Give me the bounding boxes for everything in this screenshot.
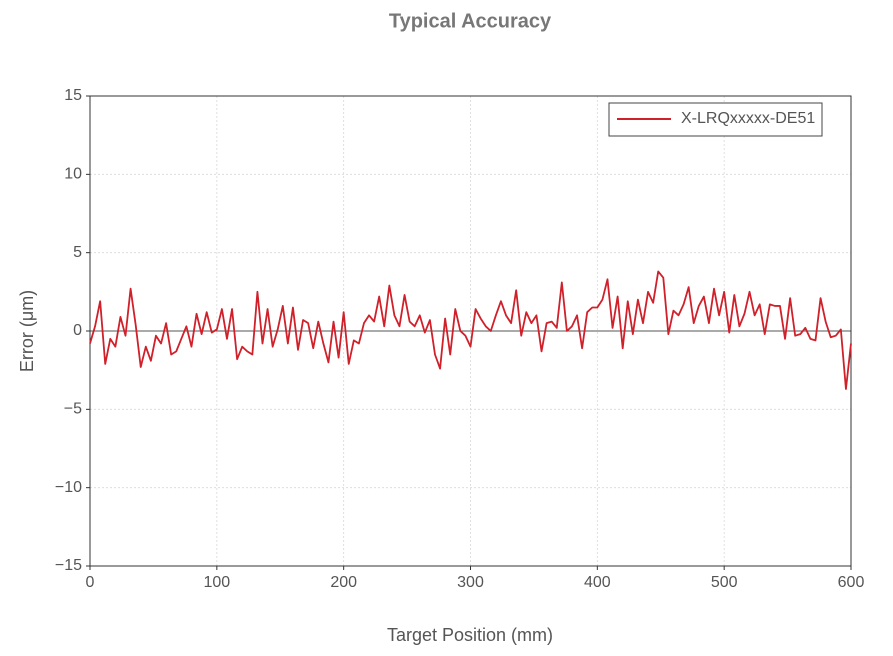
y-axis-label: Error (μm) (17, 290, 37, 372)
x-tick-label: 600 (838, 574, 865, 591)
y-tick-label: 10 (64, 166, 82, 183)
x-tick-label: 400 (584, 574, 611, 591)
y-tick-label: 0 (73, 322, 82, 339)
y-tick-label: −10 (55, 479, 82, 496)
legend-label: X-LRQxxxxx-DE51 (681, 110, 815, 127)
y-tick-label: −15 (55, 557, 82, 574)
data-line (89, 270, 852, 390)
x-tick-label: 300 (457, 574, 484, 591)
y-tick-label: 15 (64, 87, 82, 104)
plot-frame (89, 95, 852, 567)
x-tick-label: 500 (711, 574, 738, 591)
x-tick-label: 100 (203, 574, 230, 591)
y-tick-label: 5 (73, 244, 82, 261)
x-tick-label: 0 (86, 574, 95, 591)
x-tick-label: 200 (330, 574, 357, 591)
x-axis-label: Target Position (mm) (387, 625, 553, 645)
chart-title: Typical Accuracy (389, 10, 552, 32)
y-tick-label: −5 (64, 401, 82, 418)
